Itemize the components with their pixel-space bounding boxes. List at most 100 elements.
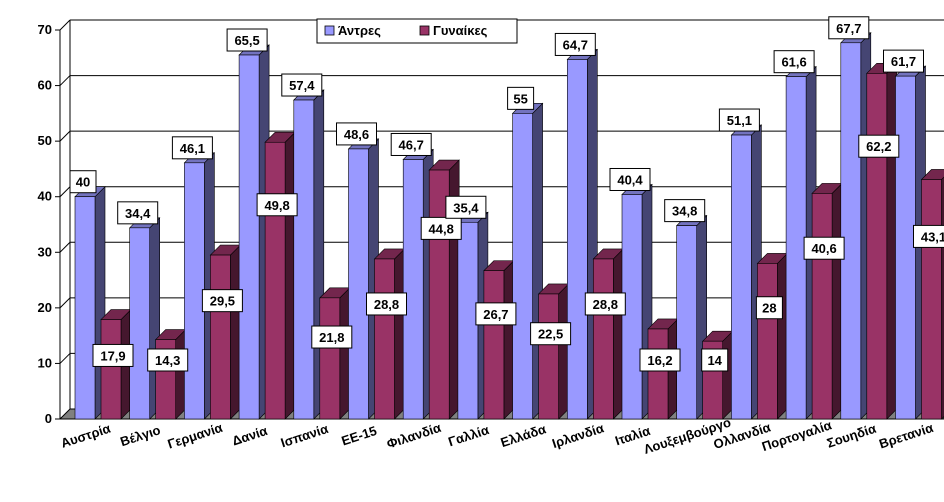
- y-tick-label: 60: [38, 78, 52, 93]
- x-tick-label: ΕΕ-15: [340, 423, 379, 448]
- data-label-women: 21,8: [311, 325, 353, 349]
- y-tick-label: 70: [38, 22, 52, 37]
- bar-men: [347, 138, 380, 420]
- data-label-women: 44,8: [420, 216, 462, 240]
- data-label-text: 16,2: [647, 353, 672, 368]
- data-label-text: 46,7: [399, 137, 424, 152]
- data-label-men: 46,7: [390, 132, 432, 156]
- data-label-women: 17,9: [92, 343, 134, 367]
- gridline-depth: [59, 186, 71, 198]
- bar-women: [537, 283, 570, 420]
- bar-women: [592, 248, 625, 420]
- data-label-men: 46,1: [171, 136, 213, 160]
- value-axis: 0 10 20 30 40 50 60 70: [38, 22, 61, 426]
- bar-men: [402, 148, 434, 420]
- bar-men: [238, 44, 270, 420]
- data-label-text: 57,4: [289, 78, 315, 93]
- data-label-men: 34,8: [664, 199, 706, 223]
- bar-women: [811, 182, 843, 420]
- data-label-women: 14: [701, 348, 729, 372]
- x-tick-label: Ελλάδα: [499, 421, 548, 450]
- bar-women: [373, 248, 406, 420]
- data-label-text: 40,4: [617, 172, 643, 187]
- data-label-men: 67,7: [828, 16, 870, 40]
- bar-women: [209, 244, 242, 420]
- x-tick-label: Σουηδία: [825, 421, 878, 451]
- legend-label-women: Γυναίκες: [433, 23, 488, 38]
- data-label-women: 28,8: [366, 292, 407, 316]
- data-label-text: 61,6: [781, 55, 806, 70]
- x-tick-label: Ισπανία: [279, 421, 330, 450]
- data-label-text: 46,1: [180, 141, 205, 156]
- bar-women: [701, 330, 734, 420]
- legend-box: [316, 18, 518, 44]
- data-label-text: 48,6: [344, 127, 369, 142]
- data-label-men: 35,4: [445, 195, 487, 219]
- bar-men: [730, 124, 763, 420]
- x-tick-label: Βρετανία: [877, 420, 935, 452]
- gridline-depth: [59, 19, 71, 31]
- bar-men: [675, 214, 708, 420]
- y-tick-label: 30: [38, 244, 52, 259]
- gridline-depth: [59, 353, 71, 364]
- bar-women: [483, 259, 515, 420]
- data-label-text: 40,6: [811, 241, 836, 256]
- bar-men: [840, 32, 872, 420]
- y-tick-label: 10: [38, 355, 52, 370]
- data-label-text: 61,7: [891, 54, 916, 69]
- data-label-men: 55: [507, 86, 535, 110]
- bar-women: [154, 328, 187, 420]
- data-label-text: 35,4: [453, 200, 479, 215]
- data-label-women: 16,2: [639, 348, 681, 372]
- gridline-depth: [59, 241, 71, 253]
- x-tick-label: Πορτογαλία: [760, 417, 834, 454]
- bar-women: [319, 287, 351, 420]
- legend-swatch-women: [419, 25, 430, 36]
- bar-men: [128, 217, 161, 420]
- x-tick-label: Δανία: [230, 423, 269, 448]
- data-label-text: 55: [513, 91, 527, 106]
- data-label-text: 65,5: [234, 33, 259, 48]
- x-tick-label: Αυστρία: [59, 421, 112, 451]
- data-label-women: 29,5: [201, 289, 243, 313]
- y-tick-label: 50: [38, 133, 52, 148]
- x-tick-label: Ιρλανδία: [550, 420, 605, 451]
- bar-women: [756, 252, 789, 420]
- data-label-women: 14,3: [147, 348, 189, 372]
- data-label-text: 43,1: [921, 229, 944, 244]
- legend: Άντρες Γυναίκες: [316, 18, 518, 44]
- data-label-text: 64,7: [563, 37, 588, 52]
- y-tick-label: 20: [38, 300, 52, 315]
- data-label-women: 43,1: [913, 224, 944, 248]
- x-tick-label: Βέλγιο: [118, 422, 162, 449]
- data-label-text: 49,8: [264, 198, 289, 213]
- gridline-depth: [59, 130, 71, 142]
- data-label-text: 26,7: [483, 307, 508, 322]
- data-label-men: 40: [69, 170, 97, 194]
- x-tick-label: Γερμανία: [166, 420, 225, 452]
- data-label-men: 40,4: [609, 167, 651, 191]
- data-label-text: 34,8: [672, 204, 697, 219]
- data-label-text: 62,2: [866, 139, 891, 154]
- bar-men: [566, 48, 599, 420]
- data-label-men: 61,7: [883, 49, 924, 73]
- data-label-text: 40: [76, 175, 90, 190]
- data-label-text: 51,1: [727, 113, 752, 128]
- data-label-text: 14,3: [155, 353, 180, 368]
- data-label-men: 57,4: [281, 73, 323, 97]
- data-label-women: 28: [755, 296, 783, 320]
- data-label-text: 29,5: [210, 294, 235, 309]
- data-label-text: 34,4: [125, 206, 151, 221]
- data-label-men: 65,5: [226, 28, 268, 52]
- data-label-women: 49,8: [256, 193, 298, 217]
- data-label-men: 64,7: [554, 32, 596, 56]
- data-label-text: 44,8: [429, 221, 454, 236]
- bar-men: [183, 152, 216, 420]
- x-tick-label: Φιλανδία: [385, 420, 443, 452]
- bar-women: [866, 62, 898, 420]
- data-label-text: 14: [707, 353, 722, 368]
- data-labels: 40 17,9 34,4 14,3 46,1 29,5 65,5 49,8 57,4 21,8 48…: [69, 16, 944, 372]
- data-label-text: 17,9: [100, 348, 125, 363]
- data-label-women: 62,2: [858, 134, 900, 158]
